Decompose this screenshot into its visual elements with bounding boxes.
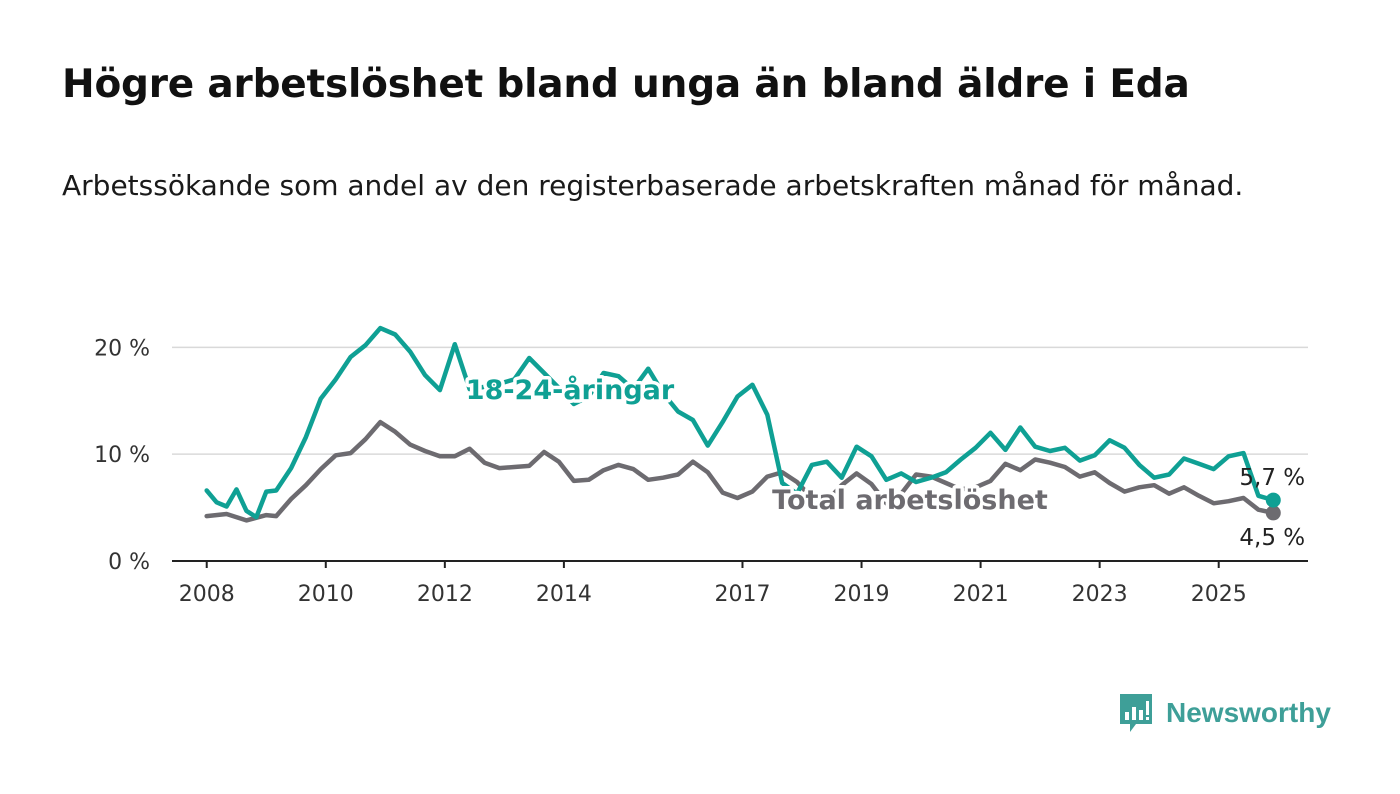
y-tick-label: 0 % [108, 550, 150, 575]
grid-lines [172, 346, 1308, 455]
y-tick-label: 20 % [94, 336, 150, 361]
chart-subtitle: Arbetssökande som andel av den registerb… [62, 169, 1244, 202]
y-axis-ticks: 0 % 10 % 20 % [94, 336, 150, 575]
x-tick-label: 2025 [1191, 582, 1247, 607]
x-tick-label: 2021 [953, 582, 1009, 607]
x-tick-label: 2012 [417, 582, 473, 607]
series-lines [204, 325, 1281, 523]
x-tick-label: 2010 [298, 582, 354, 607]
series-labels: 4,5 % 5,7 % Total arbetslöshet 18-24-åringa… [462, 371, 1305, 551]
x-tick-label: 2023 [1072, 582, 1128, 607]
x-tick-label: 2017 [714, 582, 770, 607]
series-line-youth [204, 325, 1276, 520]
newsworthy-logo: Newsworthy [1118, 692, 1331, 734]
end-label: 5,7 % [1239, 465, 1305, 491]
series-name-label: 18-24-åringar [466, 374, 675, 406]
x-axis-ticks: 2008 2010 2012 2014 2017 2019 2021 2023 2025 [179, 561, 1247, 607]
end-label: 4,5 % [1239, 525, 1305, 551]
end-marker [1265, 505, 1281, 521]
newsworthy-logo-icon [1120, 694, 1152, 732]
x-tick-label: 2014 [536, 582, 592, 607]
x-tick-label: 2019 [834, 582, 890, 607]
brand-name: Newsworthy [1166, 697, 1331, 728]
series-line-total [204, 419, 1276, 523]
end-marker [1265, 492, 1281, 508]
x-tick-label: 2008 [179, 582, 235, 607]
series-name-label: Total arbetslöshet [772, 485, 1048, 516]
chart-title: Högre arbetslöshet bland unga än bland ä… [62, 62, 1190, 107]
y-tick-label: 10 % [94, 443, 150, 468]
